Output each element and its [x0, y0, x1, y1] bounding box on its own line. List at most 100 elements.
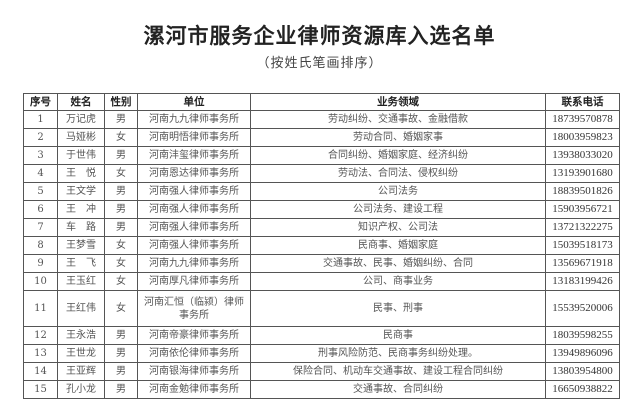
- table-row: 15 孔小龙男河南金勉律师事务所 交通事故、合同纠纷 16650938822: [23, 380, 620, 399]
- cell-gender: 女: [104, 272, 138, 291]
- page-title: 漯河市服务企业律师资源库入选名单: [143, 24, 496, 48]
- header-index: 序号: [23, 93, 58, 111]
- cell-firm: 河南帝豪律师事务所: [137, 326, 251, 345]
- cell-index: 3: [23, 146, 58, 165]
- cell-firm: 河南金勉律师事务所: [137, 380, 251, 399]
- cell-index: 11: [23, 290, 58, 327]
- cell-phone: 15903956721: [545, 200, 620, 219]
- cell-practice-area: 知识产权、公司法: [250, 218, 546, 237]
- cell-phone: 13569671918: [545, 254, 620, 273]
- cell-gender: 女: [104, 128, 138, 147]
- cell-name: 马娅彬: [57, 128, 105, 147]
- cell-firm: 河南依伦律师事务所: [137, 344, 251, 363]
- cell-gender: 男: [104, 380, 138, 399]
- cell-name: 孔小龙: [57, 380, 105, 399]
- cell-name: 王世龙: [57, 344, 105, 363]
- cell-name: 王 飞: [57, 254, 105, 273]
- cell-phone: 13193901680: [545, 164, 620, 183]
- table-row: 14 王亚辉男河南银海律师事务所 保险合同、机动车交通事故、建设工程合同纠纷 1380…: [23, 362, 620, 381]
- cell-gender: 女: [104, 290, 138, 327]
- cell-firm: 河南银海律师事务所: [137, 362, 251, 381]
- cell-firm: 河南强人律师事务所: [137, 200, 251, 219]
- cell-firm: 河南厚凡律师事务所: [137, 272, 251, 291]
- cell-practice-area: 劳动合同、婚姻家事: [250, 128, 546, 147]
- cell-index: 15: [23, 380, 58, 399]
- cell-phone: 13721322275: [545, 218, 620, 237]
- cell-index: 13: [23, 344, 58, 363]
- table-header-row: 序号 姓名 性别 单位 业务领域 联系电话: [23, 93, 620, 111]
- cell-practice-area: 民事、刑事: [250, 290, 546, 327]
- cell-index: 1: [23, 110, 58, 129]
- cell-gender: 男: [104, 362, 138, 381]
- cell-phone: 13803954800: [545, 362, 620, 381]
- cell-phone: 15039518173: [545, 236, 620, 255]
- cell-phone: 16650938822: [545, 380, 620, 399]
- cell-firm: 河南强人律师事务所: [137, 236, 251, 255]
- cell-gender: 女: [104, 254, 138, 273]
- cell-practice-area: 合同纠纷、婚姻家庭、经济纠纷: [250, 146, 546, 165]
- cell-gender: 男: [104, 326, 138, 345]
- table-row: 2 马娅彬女河南明悟律师事务所 劳动合同、婚姻家事 18003959823: [23, 128, 620, 147]
- cell-gender: 男: [104, 200, 138, 219]
- cell-name: 王红伟: [57, 290, 105, 327]
- cell-firm: 河南九九律师事务所: [137, 110, 251, 129]
- header-practice-area: 业务领域: [250, 93, 546, 111]
- cell-practice-area: 公司、商事业务: [250, 272, 546, 291]
- cell-name: 万记虎: [57, 110, 105, 129]
- cell-gender: 女: [104, 164, 138, 183]
- table-row: 12 王永浩男河南帝豪律师事务所 民商事 18039598255: [23, 326, 620, 345]
- cell-name: 车 路: [57, 218, 105, 237]
- cell-phone: 13949896096: [545, 344, 620, 363]
- cell-practice-area: 劳动纠纷、交通事故、金融借款: [250, 110, 546, 129]
- cell-firm: 河南明悟律师事务所: [137, 128, 251, 147]
- cell-practice-area: 劳动法、合同法、侵权纠纷: [250, 164, 546, 183]
- cell-practice-area: 刑事风险防范、民商事务纠纷处理。: [250, 344, 546, 363]
- cell-index: 14: [23, 362, 58, 381]
- lawyer-table: 序号 姓名 性别 单位 业务领域 联系电话 1 万记虎男河南九九律师事务所 劳动纠纷…: [23, 93, 620, 399]
- table-row: 10 王玉红女河南厚凡律师事务所 公司、商事业务 13183199426: [23, 272, 620, 291]
- cell-name: 王玉红: [57, 272, 105, 291]
- cell-index: 5: [23, 182, 58, 201]
- cell-firm: 河南强人律师事务所: [137, 182, 251, 201]
- cell-practice-area: 保险合同、机动车交通事故、建设工程合同纠纷: [250, 362, 546, 381]
- cell-phone: 18003959823: [545, 128, 620, 147]
- cell-name: 于世伟: [57, 146, 105, 165]
- page-subtitle: （按姓氏笔画排序）: [256, 56, 383, 71]
- cell-practice-area: 交通事故、民事、婚姻纠纷、合同: [250, 254, 546, 273]
- table-row: 11 王红伟女河南汇恒（临颍）律师事务所 民事、刑事 15539520006: [23, 290, 620, 327]
- cell-name: 王文学: [57, 182, 105, 201]
- header-firm: 单位: [137, 93, 251, 111]
- table-row: 5 王文学男河南强人律师事务所 公司法务 18839501826: [23, 182, 620, 201]
- table-row: 3 于世伟男河南沣玺律师事务所 合同纠纷、婚姻家庭、经济纠纷 13938033020: [23, 146, 620, 165]
- cell-gender: 男: [104, 146, 138, 165]
- cell-phone: 13938033020: [545, 146, 620, 165]
- cell-firm: 河南九九律师事务所: [137, 254, 251, 273]
- cell-firm: 河南沣玺律师事务所: [137, 146, 251, 165]
- cell-practice-area: 交通事故、合同纠纷: [250, 380, 546, 399]
- cell-name: 王梦雪: [57, 236, 105, 255]
- table-row: 13 王世龙男河南依伦律师事务所 刑事风险防范、民商事务纠纷处理。 139498960…: [23, 344, 620, 363]
- cell-name: 王永浩: [57, 326, 105, 345]
- cell-practice-area: 公司法务: [250, 182, 546, 201]
- cell-firm: 河南强人律师事务所: [137, 218, 251, 237]
- header-gender: 性别: [104, 93, 138, 111]
- cell-phone: 18039598255: [545, 326, 620, 345]
- cell-gender: 男: [104, 218, 138, 237]
- cell-practice-area: 民商事: [250, 326, 546, 345]
- cell-firm: 河南恩达律师事务所: [137, 164, 251, 183]
- cell-gender: 男: [104, 110, 138, 129]
- cell-phone: 13183199426: [545, 272, 620, 291]
- cell-phone: 18739570878: [545, 110, 620, 129]
- table-row: 1 万记虎男河南九九律师事务所 劳动纠纷、交通事故、金融借款 18739570878: [23, 110, 620, 129]
- cell-index: 10: [23, 272, 58, 291]
- header-name: 姓名: [57, 93, 105, 111]
- cell-phone: 15539520006: [545, 290, 620, 327]
- header-phone: 联系电话: [545, 93, 620, 111]
- cell-phone: 18839501826: [545, 182, 620, 201]
- cell-index: 9: [23, 254, 58, 273]
- cell-practice-area: 民商事、婚姻家庭: [250, 236, 546, 255]
